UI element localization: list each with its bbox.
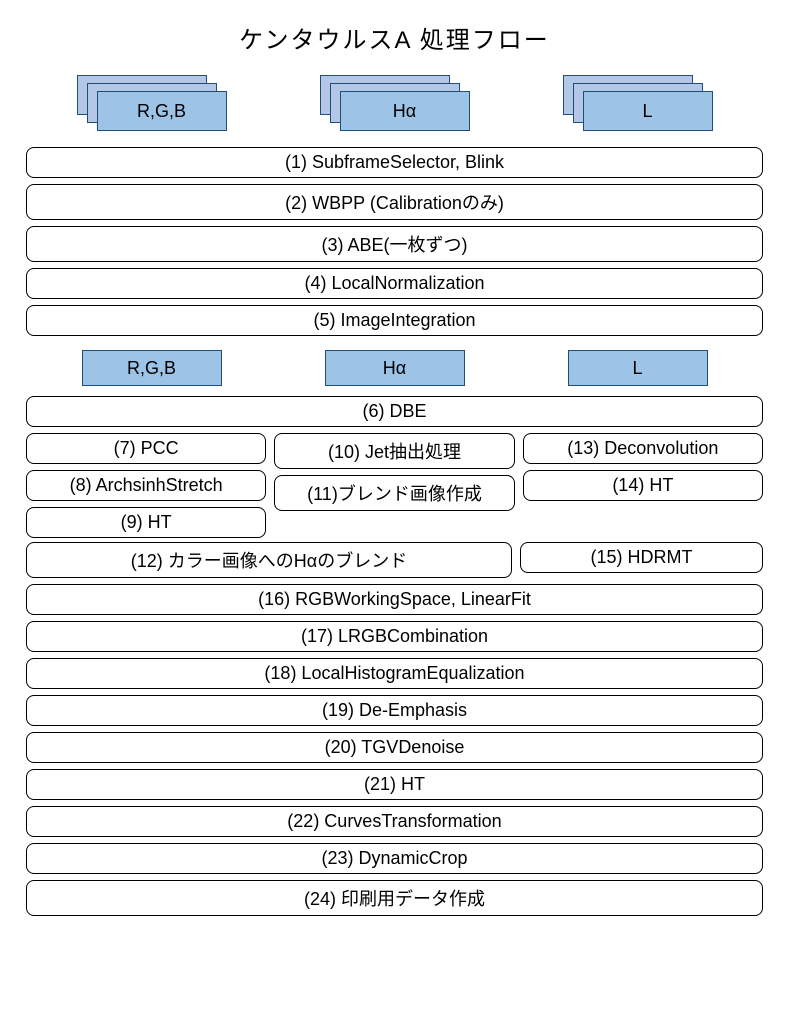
single-l: L — [568, 350, 708, 386]
stack-l: L — [563, 75, 713, 135]
col-rgb: (7) PCC (8) ArchsinhStretch (9) HT — [26, 433, 266, 538]
col-l: (13) Deconvolution (14) HT — [523, 433, 763, 538]
step-top-2: (3) ABE(一枚ずつ) — [26, 226, 763, 262]
channel-singles-row: R,G,B Hα L — [20, 350, 769, 386]
step-top-0: (1) SubframeSelector, Blink — [26, 147, 763, 178]
step-12-row: (12) カラー画像へのHαのブレンド (15) HDRMT — [20, 542, 769, 578]
steps-bottom-group: (16) RGBWorkingSpace, LinearFit (17) LRGB… — [20, 584, 769, 916]
flow-title: ケンタウルスA 処理フロー — [20, 20, 769, 55]
step-bottom-2: (18) LocalHistogramEqualization — [26, 658, 763, 689]
stack-ha: Hα — [320, 75, 470, 135]
step-bottom-8: (24) 印刷用データ作成 — [26, 880, 763, 916]
step-l-1: (14) HT — [523, 470, 763, 501]
step-bottom-6: (22) CurvesTransformation — [26, 806, 763, 837]
step-top-1: (2) WBPP (Calibrationのみ) — [26, 184, 763, 220]
step-top-4: (5) ImageIntegration — [26, 305, 763, 336]
step-rgb-0: (7) PCC — [26, 433, 266, 464]
step-bottom-4: (20) TGVDenoise — [26, 732, 763, 763]
step-ha-1: (11)ブレンド画像作成 — [274, 475, 514, 511]
step-bottom-0: (16) RGBWorkingSpace, LinearFit — [26, 584, 763, 615]
step-rgb-2: (9) HT — [26, 507, 266, 538]
single-rgb: R,G,B — [82, 350, 222, 386]
step-bottom-7: (23) DynamicCrop — [26, 843, 763, 874]
step-bottom-3: (19) De-Emphasis — [26, 695, 763, 726]
single-ha: Hα — [325, 350, 465, 386]
step-rgb-1: (8) ArchsinhStretch — [26, 470, 266, 501]
step-top-3: (4) LocalNormalization — [26, 268, 763, 299]
three-column-steps: (7) PCC (8) ArchsinhStretch (9) HT (10) Je… — [20, 433, 769, 538]
input-stacks-row: R,G,B Hα L — [20, 75, 769, 135]
step-bottom-1: (17) LRGBCombination — [26, 621, 763, 652]
step-6-wrap: (6) DBE — [20, 396, 769, 427]
stack-card-front: R,G,B — [97, 91, 227, 131]
step-12: (12) カラー画像へのHαのブレンド — [26, 542, 512, 578]
col-ha: (10) Jet抽出処理 (11)ブレンド画像作成 — [274, 433, 514, 538]
stack-card-front: L — [583, 91, 713, 131]
step-15: (15) HDRMT — [520, 542, 763, 573]
step-bottom-5: (21) HT — [26, 769, 763, 800]
steps-top-group: (1) SubframeSelector, Blink (2) WBPP (Cal… — [20, 147, 769, 336]
step-6: (6) DBE — [26, 396, 763, 427]
step-l-0: (13) Deconvolution — [523, 433, 763, 464]
step-ha-0: (10) Jet抽出処理 — [274, 433, 514, 469]
stack-card-front: Hα — [340, 91, 470, 131]
stack-rgb: R,G,B — [77, 75, 227, 135]
